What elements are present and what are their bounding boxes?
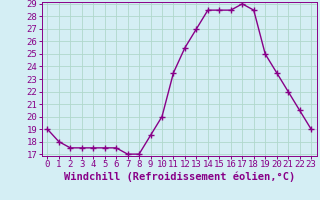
X-axis label: Windchill (Refroidissement éolien,°C): Windchill (Refroidissement éolien,°C) bbox=[64, 172, 295, 182]
